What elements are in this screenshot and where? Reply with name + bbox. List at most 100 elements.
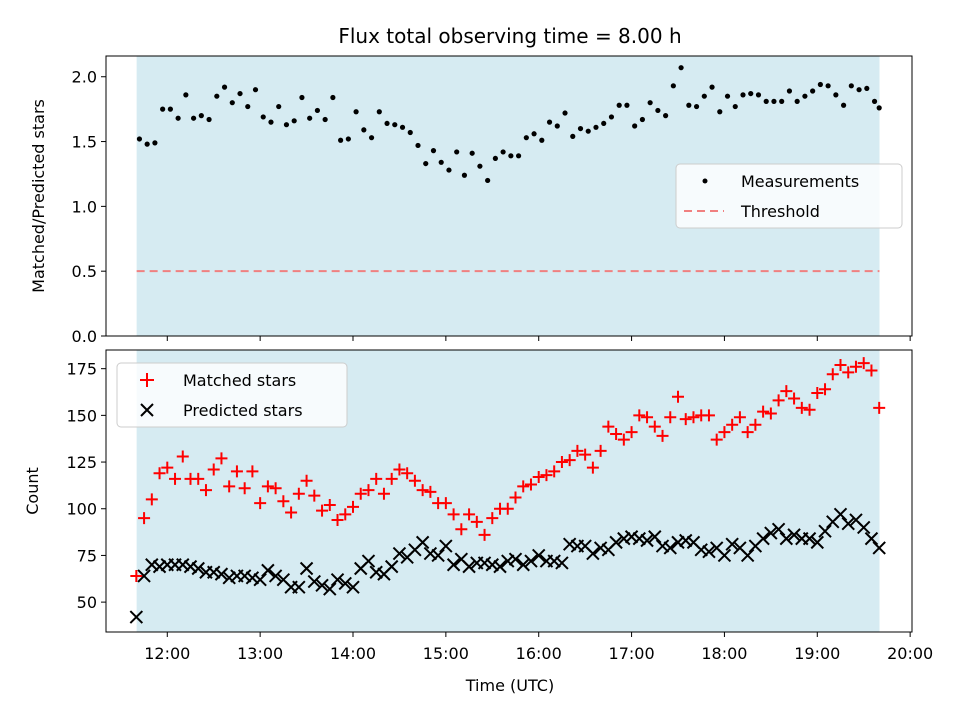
predicted-star-point	[299, 561, 314, 576]
x-axis-label: Time (UTC)	[465, 676, 554, 695]
matched-star-point	[834, 358, 847, 371]
measurement-point	[608, 114, 615, 120]
measurement-point	[794, 98, 800, 104]
predicted-star-point	[384, 559, 399, 574]
matched-star-point	[401, 467, 414, 480]
measurement-point	[314, 107, 321, 114]
matched-star-point	[664, 411, 677, 424]
measurement-point	[361, 127, 367, 133]
predicted-star-point	[717, 548, 732, 563]
measurement-point	[399, 124, 406, 130]
measurement-point	[515, 153, 522, 159]
measurement-point	[190, 115, 197, 121]
matched-star-point	[261, 480, 274, 493]
predicted-star-point	[694, 543, 708, 557]
matched-star-point	[826, 368, 839, 381]
measurement-point	[454, 149, 460, 155]
predicted-star-point	[771, 522, 786, 536]
y-tick-label: 125	[66, 453, 97, 472]
measurement-point	[353, 109, 359, 115]
matched-star-point	[130, 569, 143, 582]
matched-star-point	[733, 411, 746, 424]
predicted-star-point	[176, 558, 190, 572]
predicted-star-point	[191, 561, 205, 576]
measurement-point	[779, 98, 785, 104]
measurement-point	[283, 122, 290, 128]
legend: Measurements Threshold	[675, 163, 903, 229]
matched-star-point	[285, 506, 298, 519]
predicted-star-point	[702, 544, 716, 559]
measurement-point	[531, 131, 537, 137]
predicted-star-point	[779, 531, 794, 546]
predicted-star-point	[214, 567, 229, 581]
x-tick-label: 18:00	[701, 644, 747, 663]
matched-star-point	[656, 429, 669, 442]
matched-star-point	[269, 482, 282, 495]
matched-star-point	[532, 470, 545, 483]
measurement-point	[392, 122, 398, 128]
predicted-star-point	[679, 533, 693, 548]
measurement-point	[183, 92, 189, 98]
measurement-point	[577, 125, 584, 132]
predicted-star-point	[415, 535, 430, 550]
matched-star-point	[230, 465, 243, 478]
matched-star-point	[347, 500, 359, 513]
measurement-point	[825, 83, 831, 89]
predicted-star-point	[524, 554, 538, 568]
predicted-star-point	[346, 580, 360, 594]
measurements-series	[136, 65, 882, 184]
matched-star-point	[555, 456, 568, 469]
matched-star-point	[842, 366, 855, 379]
matched-star-point	[524, 478, 537, 491]
predicted-star-point	[477, 556, 492, 570]
measurement-point	[330, 94, 336, 101]
measurement-point	[508, 153, 514, 159]
predicted-star-point	[586, 546, 600, 561]
matched-star-point	[153, 467, 166, 480]
predicted-star-point	[183, 559, 198, 574]
predicted-star-point	[338, 576, 352, 591]
measurement-point	[570, 133, 576, 139]
measurement-point	[686, 102, 692, 108]
matched-star-point	[238, 482, 251, 495]
matched-star-point	[292, 487, 305, 500]
measurement-point	[624, 102, 630, 108]
matched-star-point	[478, 528, 491, 541]
x-axis-ticks: 12:00 13:00 14:00 15:00 16:00 17:00 18:00 19:00…	[144, 632, 933, 663]
matched-star-point	[741, 426, 754, 439]
y-tick-label: 1.5	[72, 133, 97, 152]
matched-star-point	[563, 454, 576, 467]
measurement-point	[299, 94, 305, 101]
matched-star-point	[718, 426, 731, 439]
matched-star-point	[509, 491, 522, 504]
matched-star-point	[672, 390, 684, 403]
matched-star-point	[207, 463, 220, 476]
x-tick-label: 13:00	[237, 644, 283, 663]
measurement-point	[647, 100, 653, 106]
measurement-point	[593, 124, 599, 130]
x-tick-label: 16:00	[516, 644, 562, 663]
legend-marker-predicted	[140, 403, 154, 417]
predicted-star-point	[756, 531, 770, 546]
predicted-star-point	[624, 530, 639, 544]
matched-star-point	[277, 495, 290, 508]
predicted-star-point	[609, 535, 623, 550]
measurement-point	[338, 137, 344, 143]
measurement-point	[709, 84, 715, 90]
y-tick-label: 50	[77, 593, 97, 612]
matched-star-point	[579, 448, 592, 461]
measurement-point	[655, 107, 661, 114]
x-tick-label: 15:00	[423, 644, 469, 663]
matched-star-point	[463, 508, 476, 521]
matched-star-point	[370, 472, 383, 485]
measurement-point	[554, 123, 560, 129]
predicted-stars-series	[129, 507, 886, 624]
measurement-point	[438, 159, 444, 165]
predicted-star-point	[764, 526, 778, 540]
measurement-point	[740, 92, 746, 98]
measurement-point	[167, 106, 173, 112]
predicted-star-point	[555, 556, 569, 570]
x-tick-label: 20:00	[887, 644, 933, 663]
matched-star-point	[795, 401, 808, 414]
measurement-point	[810, 88, 816, 94]
